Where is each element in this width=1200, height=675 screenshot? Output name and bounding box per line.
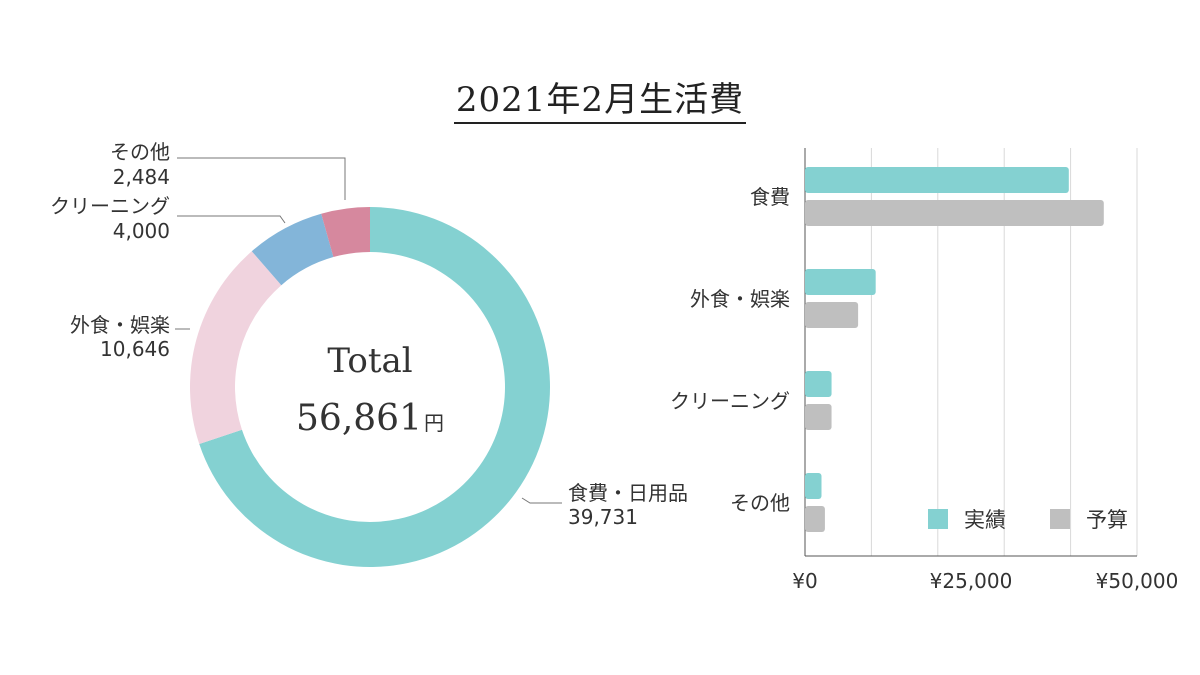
- leader-line-2: [177, 215, 286, 224]
- slice-value-0: 39,731: [568, 505, 638, 529]
- slice-label-0: 食費・日用品: [568, 481, 688, 505]
- chart-title: 2021年2月生活費: [0, 72, 1200, 124]
- legend-swatch-1: [1050, 509, 1070, 529]
- category-label-2: クリーニング: [670, 389, 790, 413]
- slice-label-1: 外食・娯楽: [70, 313, 170, 337]
- slice-value-3: 2,484: [113, 165, 170, 189]
- x-tick-label-1: ¥25,000: [930, 569, 1013, 593]
- donut-center-total: 56,861 円: [296, 398, 444, 439]
- chart-title-text: 2021年2月生活費: [453, 80, 747, 124]
- bar-0-1: [805, 269, 876, 295]
- donut-slice-3: [321, 207, 370, 258]
- legend-swatch-0: [928, 509, 948, 529]
- donut-center-label: Total: [327, 341, 412, 381]
- x-tick-label-2: ¥50,000: [1096, 569, 1179, 593]
- donut-slice-2: [251, 213, 334, 286]
- slice-value-1: 10,646: [100, 337, 170, 361]
- category-label-0: 食費: [750, 185, 790, 209]
- bar-1-1: [805, 302, 859, 328]
- slice-label-3: その他: [110, 140, 170, 164]
- legend-label-0: 実績: [964, 508, 1006, 532]
- bar-0-3: [805, 473, 822, 499]
- legend-label-1: 予算: [1086, 508, 1128, 532]
- bar-0-0: [805, 167, 1069, 193]
- donut-center-total-unit: 円: [424, 411, 444, 435]
- bar-1-0: [805, 200, 1104, 226]
- x-tick-label-0: ¥0: [792, 569, 817, 593]
- bar-1-2: [805, 404, 832, 430]
- bar-1-3: [805, 506, 825, 532]
- slice-value-2: 4,000: [113, 219, 170, 243]
- bar-0-2: [805, 371, 832, 397]
- leader-line-0: [521, 497, 562, 504]
- slice-label-2: クリーニング: [50, 194, 170, 218]
- leader-line-3: [177, 157, 346, 200]
- donut-slice-1: [190, 251, 282, 444]
- category-label-1: 外食・娯楽: [690, 287, 790, 311]
- category-label-3: その他: [730, 491, 790, 515]
- donut-center-total-value: 56,861: [296, 398, 422, 439]
